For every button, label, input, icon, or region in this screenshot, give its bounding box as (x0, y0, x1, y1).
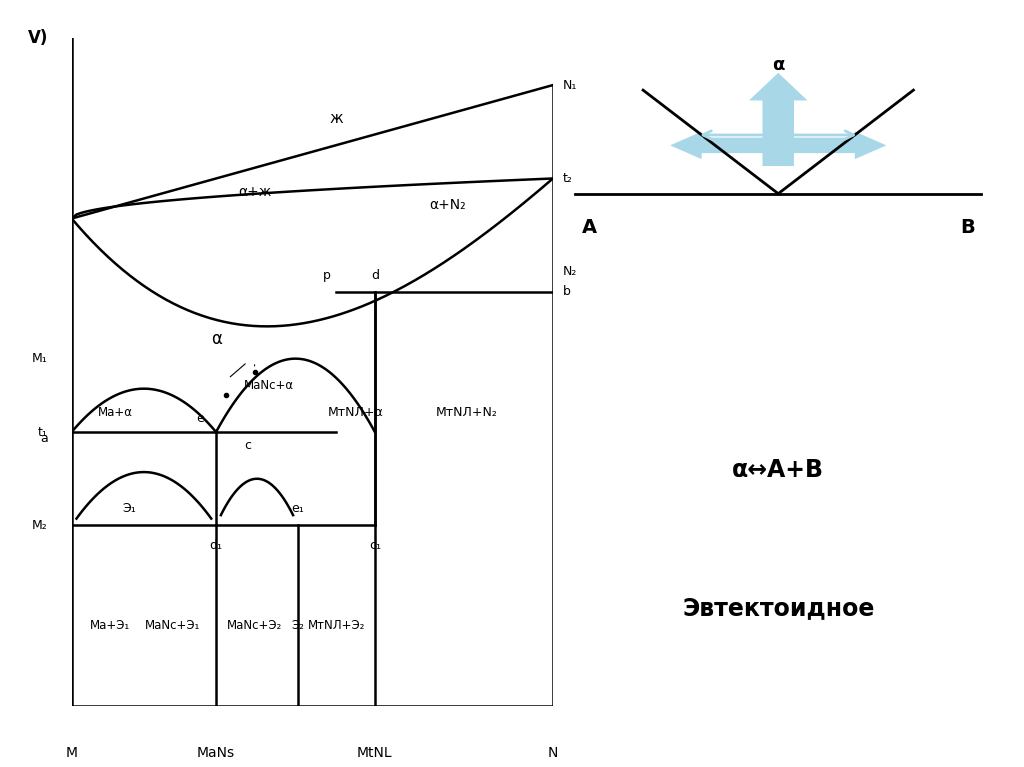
Text: N₂: N₂ (562, 265, 577, 278)
Text: M: M (66, 746, 78, 759)
Text: d: d (371, 269, 379, 282)
Text: e₁: e₁ (292, 502, 304, 515)
Text: b: b (562, 285, 570, 298)
Text: a: a (40, 433, 47, 445)
Text: A: A (582, 218, 597, 237)
Text: c: c (244, 439, 251, 452)
Text: d₁: d₁ (210, 538, 222, 551)
Text: α+N₂: α+N₂ (429, 198, 465, 212)
Text: Эвтектоидное: Эвтектоидное (682, 596, 874, 620)
Text: MтNЛ+N₂: MтNЛ+N₂ (435, 406, 498, 419)
Text: Э₁: Э₁ (123, 502, 136, 515)
Text: MтNЛ+α: MтNЛ+α (328, 406, 384, 419)
Text: α: α (211, 330, 221, 347)
Text: M₁: M₁ (32, 352, 47, 365)
Text: B: B (961, 218, 975, 237)
Text: α+ж: α+ж (238, 185, 271, 199)
FancyArrow shape (749, 73, 808, 166)
Text: ж: ж (330, 111, 343, 126)
Text: MаNс+α: MаNс+α (244, 379, 294, 392)
Text: α↔A+B: α↔A+B (732, 458, 824, 482)
Text: MаNс+Э₁: MаNс+Э₁ (145, 619, 201, 632)
Text: t₂: t₂ (562, 172, 572, 185)
Text: e: e (197, 413, 204, 426)
Text: MaNs: MaNs (197, 746, 236, 759)
Text: p: p (323, 269, 331, 282)
Text: N₁: N₁ (562, 78, 577, 91)
Text: Mа+Э₁: Mа+Э₁ (90, 619, 130, 632)
Text: MtNL: MtNL (357, 746, 392, 759)
FancyArrow shape (778, 132, 887, 160)
Text: α: α (772, 56, 784, 74)
FancyArrow shape (670, 132, 778, 160)
Text: c₁: c₁ (369, 538, 381, 551)
Text: MтNЛ+Э₂: MтNЛ+Э₂ (307, 619, 366, 632)
Text: Mа+α: Mа+α (97, 406, 132, 419)
Text: Э₂: Э₂ (292, 619, 304, 632)
Text: t₁: t₁ (38, 426, 47, 439)
Text: M₂: M₂ (32, 519, 47, 532)
Text: N: N (548, 746, 558, 759)
Text: V): V) (28, 29, 48, 48)
Text: MаNс+Э₂: MаNс+Э₂ (227, 619, 283, 632)
